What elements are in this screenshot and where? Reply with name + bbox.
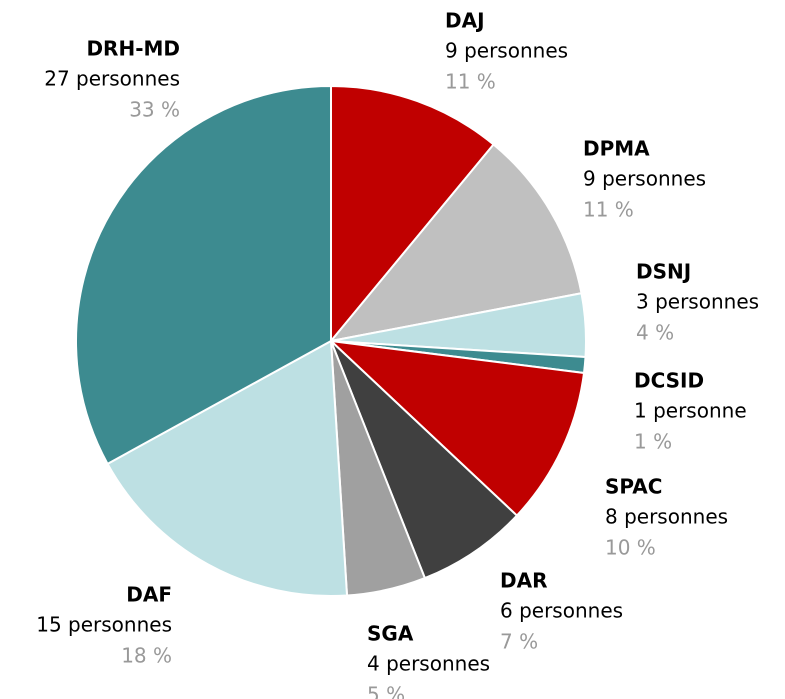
slice-count: 8 personnes: [605, 505, 728, 529]
slice-name: SGA: [367, 622, 414, 646]
slice-name: SPAC: [605, 475, 662, 499]
slice-count: 9 personnes: [583, 167, 706, 191]
slice-name: DSNJ: [636, 260, 691, 284]
slice-percent: 1 %: [634, 430, 672, 454]
slice-count: 6 personnes: [500, 599, 623, 623]
slice-name: DCSID: [634, 369, 704, 393]
slice-count: 9 personnes: [445, 39, 568, 63]
slice-percent: 4 %: [636, 321, 674, 345]
slice-percent: 33 %: [129, 98, 180, 122]
slice-count: 4 personnes: [367, 652, 490, 676]
slice-name: DPMA: [583, 137, 650, 161]
slice-percent: 11 %: [445, 70, 496, 94]
pie-slice: [106, 339, 349, 597]
pie-slice: [328, 339, 586, 517]
pie-slice: [328, 143, 583, 343]
pie-slice: [330, 340, 519, 580]
slice-name: DAR: [500, 569, 547, 593]
pie-slice: [330, 84, 495, 344]
slice-percent: 5 %: [367, 683, 405, 699]
slice-name: DAF: [126, 583, 172, 607]
slice-name: DAJ: [445, 9, 485, 33]
slice-count: 15 personnes: [36, 613, 172, 637]
pie-slice: [75, 84, 332, 466]
slice-percent: 11 %: [583, 198, 634, 222]
slice-count: 3 personnes: [636, 290, 759, 314]
slice-name: DRH-MD: [86, 37, 180, 61]
slice-percent: 18 %: [121, 644, 172, 668]
slice-count: 1 personne: [634, 399, 747, 423]
slice-percent: 10 %: [605, 536, 656, 560]
slice-count: 27 personnes: [44, 67, 180, 91]
slice-percent: 7 %: [500, 630, 538, 654]
